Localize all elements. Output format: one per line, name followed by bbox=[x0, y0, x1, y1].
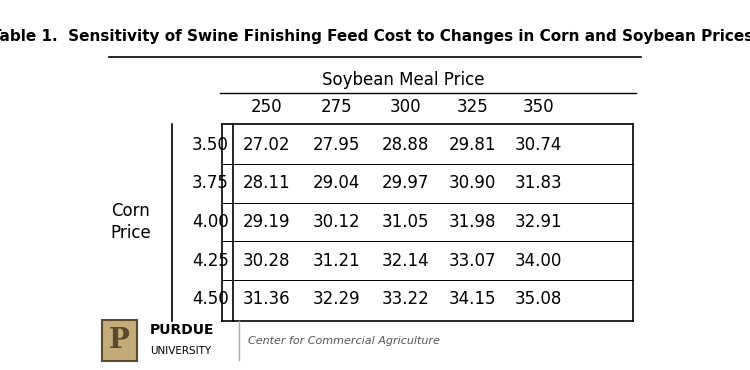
Text: Corn: Corn bbox=[112, 202, 150, 220]
Text: 32.91: 32.91 bbox=[515, 213, 562, 231]
Text: 325: 325 bbox=[456, 98, 488, 116]
Text: 31.05: 31.05 bbox=[382, 213, 429, 231]
Text: Soybean Meal Price: Soybean Meal Price bbox=[322, 71, 484, 89]
Text: 350: 350 bbox=[523, 98, 554, 116]
Text: 250: 250 bbox=[251, 98, 283, 116]
Text: Center for Commercial Agriculture: Center for Commercial Agriculture bbox=[248, 336, 440, 346]
Text: 4.50: 4.50 bbox=[192, 290, 229, 309]
Text: 32.29: 32.29 bbox=[312, 290, 360, 309]
Text: Table 1.  Sensitivity of Swine Finishing Feed Cost to Changes in Corn and Soybea: Table 1. Sensitivity of Swine Finishing … bbox=[0, 30, 750, 44]
Text: 4.00: 4.00 bbox=[192, 213, 229, 231]
Text: 29.97: 29.97 bbox=[382, 174, 429, 192]
Text: 34.15: 34.15 bbox=[448, 290, 496, 309]
Text: Price: Price bbox=[110, 224, 152, 242]
Text: 31.83: 31.83 bbox=[515, 174, 562, 192]
Text: 29.19: 29.19 bbox=[243, 213, 290, 231]
Text: 27.95: 27.95 bbox=[313, 136, 360, 154]
Text: 275: 275 bbox=[320, 98, 352, 116]
Text: 30.28: 30.28 bbox=[243, 252, 290, 270]
Text: 28.11: 28.11 bbox=[243, 174, 290, 192]
Text: 30.12: 30.12 bbox=[312, 213, 360, 231]
Text: 32.14: 32.14 bbox=[382, 252, 429, 270]
Text: 35.08: 35.08 bbox=[515, 290, 562, 309]
Text: 33.07: 33.07 bbox=[448, 252, 496, 270]
Text: 34.00: 34.00 bbox=[515, 252, 562, 270]
Text: 3.75: 3.75 bbox=[192, 174, 229, 192]
Text: 27.02: 27.02 bbox=[243, 136, 290, 154]
Text: 29.81: 29.81 bbox=[448, 136, 496, 154]
Text: 29.04: 29.04 bbox=[313, 174, 360, 192]
Text: P: P bbox=[110, 327, 130, 354]
Text: 4.25: 4.25 bbox=[192, 252, 229, 270]
Text: 31.21: 31.21 bbox=[312, 252, 360, 270]
Text: 31.98: 31.98 bbox=[448, 213, 496, 231]
Text: 3.50: 3.50 bbox=[192, 136, 229, 154]
Text: 300: 300 bbox=[390, 98, 422, 116]
Text: 28.88: 28.88 bbox=[382, 136, 429, 154]
Text: 33.22: 33.22 bbox=[382, 290, 430, 309]
Text: UNIVERSITY: UNIVERSITY bbox=[150, 346, 211, 356]
Text: PURDUE: PURDUE bbox=[150, 323, 214, 337]
Text: 30.90: 30.90 bbox=[448, 174, 496, 192]
Text: 31.36: 31.36 bbox=[243, 290, 290, 309]
Text: 30.74: 30.74 bbox=[515, 136, 562, 154]
